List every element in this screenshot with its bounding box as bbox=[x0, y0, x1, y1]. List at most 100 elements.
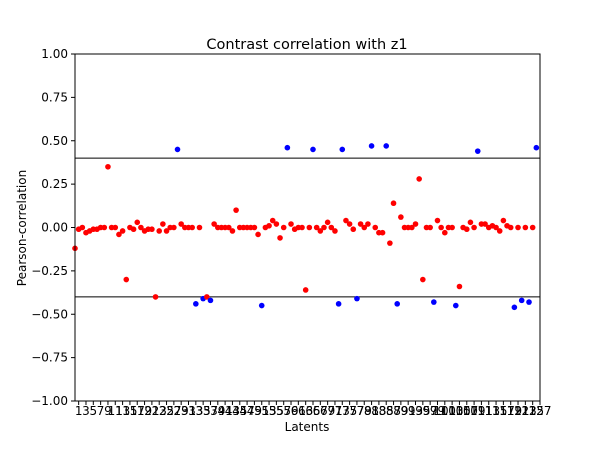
data-point bbox=[379, 229, 386, 236]
data-point bbox=[511, 304, 518, 311]
x-tick-label: 109 bbox=[463, 404, 486, 418]
x-tick-label: 105 bbox=[448, 404, 471, 418]
x-tick-label: 107 bbox=[455, 404, 478, 418]
data-point bbox=[266, 222, 272, 229]
x-tick-label: 111 bbox=[470, 404, 493, 418]
y-tick-label: 1.00 bbox=[41, 47, 68, 61]
x-axis-ticks: 1 3 5 7 911131517192123252729313335373941434… bbox=[75, 401, 551, 418]
x-tick-label: 29 bbox=[174, 404, 189, 418]
data-point bbox=[112, 224, 119, 231]
data-point bbox=[277, 235, 283, 241]
x-tick-label: 7 bbox=[97, 404, 105, 418]
data-point bbox=[452, 302, 459, 309]
x-tick-label: 67 bbox=[313, 404, 328, 418]
data-point bbox=[431, 299, 437, 305]
x-tick-label: 75 bbox=[342, 404, 357, 418]
y-tick-label: 0.00 bbox=[41, 221, 68, 235]
data-point bbox=[105, 163, 111, 170]
data-point bbox=[207, 297, 214, 304]
data-point bbox=[434, 217, 441, 224]
x-tick-label: 57 bbox=[276, 404, 291, 418]
data-point bbox=[302, 287, 309, 293]
y-tick-label: −0.75 bbox=[31, 351, 68, 365]
data-point bbox=[500, 217, 507, 224]
x-tick-label: 39 bbox=[210, 404, 225, 418]
data-point bbox=[171, 224, 177, 231]
data-point bbox=[529, 224, 536, 231]
x-tick-label: 61 bbox=[291, 404, 306, 418]
x-tick-label: 11 bbox=[108, 404, 123, 418]
data-point bbox=[273, 221, 280, 227]
y-tick-label: 0.75 bbox=[41, 90, 68, 104]
data-point bbox=[365, 221, 371, 227]
x-tick-label: 83 bbox=[371, 404, 386, 418]
x-tick-label: 9 bbox=[104, 404, 112, 418]
data-point bbox=[324, 219, 331, 226]
data-point bbox=[496, 228, 503, 234]
data-point bbox=[368, 143, 375, 149]
x-tick-label: 37 bbox=[203, 404, 218, 418]
x-tick-label: 125 bbox=[521, 404, 544, 418]
x-tick-label: 33 bbox=[188, 404, 203, 418]
data-point bbox=[474, 148, 481, 154]
x-tick-label: 81 bbox=[364, 404, 379, 418]
data-point bbox=[174, 146, 181, 153]
threshold-lines bbox=[75, 157, 540, 298]
x-tick-label: 65 bbox=[305, 404, 320, 418]
data-point bbox=[288, 221, 294, 227]
y-tick-label: 0.25 bbox=[41, 177, 68, 191]
data-point bbox=[280, 224, 287, 231]
x-tick-label: 103 bbox=[441, 404, 464, 418]
plot-frame bbox=[74, 53, 541, 402]
data-point bbox=[357, 221, 364, 227]
data-point bbox=[394, 301, 401, 307]
x-tick-label: 119 bbox=[499, 404, 522, 418]
data-point bbox=[116, 231, 122, 238]
x-tick-label: 47 bbox=[239, 404, 254, 418]
data-point bbox=[321, 224, 327, 231]
data-point bbox=[343, 217, 349, 224]
x-tick-label: 113 bbox=[477, 404, 500, 418]
x-tick-label: 13 bbox=[115, 404, 130, 418]
x-tick-label: 115 bbox=[485, 404, 508, 418]
data-point bbox=[163, 228, 170, 234]
data-point bbox=[306, 224, 313, 231]
y-tick-label: −0.25 bbox=[31, 264, 68, 278]
data-point bbox=[354, 295, 360, 302]
data-point bbox=[233, 207, 239, 213]
x-tick-label: 1 bbox=[75, 404, 83, 418]
data-point bbox=[225, 224, 232, 231]
x-tick-label: 123 bbox=[514, 404, 537, 418]
data-point bbox=[178, 221, 184, 227]
data-point bbox=[390, 200, 397, 207]
x-axis-label: Latents bbox=[285, 420, 330, 434]
data-point bbox=[255, 231, 261, 238]
x-tick-label: 51 bbox=[254, 404, 269, 418]
x-tick-label: 35 bbox=[196, 404, 211, 418]
y-axis-ticks: 1.00 0.75 0.50 0.25 0.00 −0.25 −0.50 −0.75 −1.00 bbox=[31, 47, 75, 408]
data-point bbox=[482, 221, 488, 227]
data-point bbox=[332, 228, 338, 234]
x-tick-label: 85 bbox=[379, 404, 394, 418]
data-point bbox=[119, 228, 126, 234]
data-point bbox=[160, 221, 166, 227]
x-tick-label: 93 bbox=[408, 404, 423, 418]
data-point bbox=[449, 224, 455, 231]
x-tick-label: 59 bbox=[283, 404, 298, 418]
data-point bbox=[149, 226, 155, 233]
data-point bbox=[229, 228, 236, 234]
data-point bbox=[456, 283, 463, 290]
data-point bbox=[361, 224, 368, 231]
x-tick-label: 25 bbox=[159, 404, 174, 418]
data-point bbox=[409, 224, 415, 231]
data-point bbox=[372, 224, 379, 231]
x-tick-label: 49 bbox=[247, 404, 262, 418]
x-tick-label: 21 bbox=[144, 404, 159, 418]
x-tick-label: 69 bbox=[320, 404, 335, 418]
data-point bbox=[269, 217, 276, 224]
data-point bbox=[130, 226, 137, 233]
x-tick-label: 117 bbox=[492, 404, 515, 418]
data-point bbox=[438, 224, 444, 231]
data-point bbox=[416, 176, 422, 182]
data-point bbox=[471, 224, 477, 231]
